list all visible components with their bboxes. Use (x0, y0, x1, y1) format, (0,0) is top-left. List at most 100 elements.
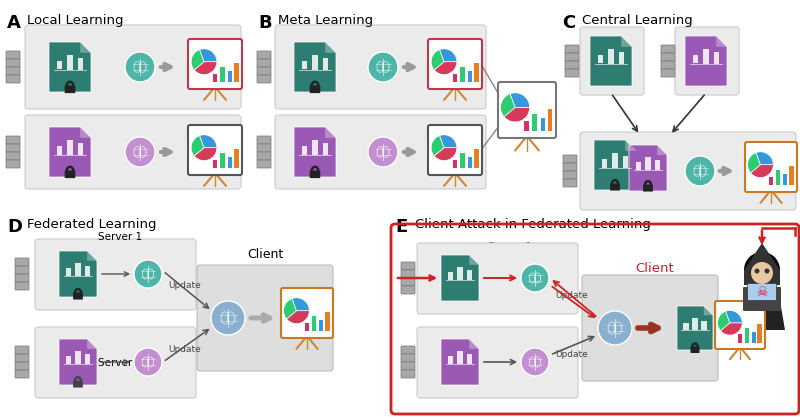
Text: Update: Update (556, 350, 588, 359)
FancyBboxPatch shape (428, 125, 482, 175)
Circle shape (134, 260, 162, 288)
Bar (646, 157, 650, 170)
Bar (467, 157, 472, 168)
Circle shape (125, 52, 155, 82)
Bar (758, 324, 762, 343)
FancyBboxPatch shape (6, 152, 20, 160)
Polygon shape (441, 255, 479, 301)
Polygon shape (81, 42, 91, 53)
FancyBboxPatch shape (401, 354, 415, 362)
FancyBboxPatch shape (743, 287, 781, 311)
Bar (66, 357, 71, 364)
Text: Server 1: Server 1 (488, 242, 532, 252)
Bar (612, 153, 618, 168)
FancyBboxPatch shape (275, 25, 486, 109)
FancyBboxPatch shape (25, 115, 241, 189)
FancyBboxPatch shape (275, 115, 486, 189)
Polygon shape (629, 145, 667, 191)
FancyBboxPatch shape (565, 69, 579, 77)
Circle shape (744, 252, 780, 288)
Text: A: A (7, 14, 21, 32)
Text: ☠: ☠ (756, 286, 768, 300)
Bar (67, 55, 73, 69)
Wedge shape (439, 135, 457, 148)
FancyBboxPatch shape (6, 51, 20, 59)
Bar (319, 320, 323, 331)
Bar (533, 114, 538, 131)
Bar (458, 351, 462, 364)
Bar (776, 170, 780, 186)
Bar (227, 71, 232, 82)
Polygon shape (87, 251, 97, 260)
FancyBboxPatch shape (6, 59, 20, 67)
FancyBboxPatch shape (65, 86, 75, 93)
FancyBboxPatch shape (257, 59, 271, 67)
Bar (693, 55, 698, 64)
FancyBboxPatch shape (65, 171, 75, 178)
Bar (602, 159, 607, 168)
Polygon shape (470, 339, 479, 349)
FancyBboxPatch shape (6, 75, 20, 83)
FancyBboxPatch shape (690, 347, 699, 353)
Bar (78, 59, 83, 69)
Bar (234, 149, 238, 168)
FancyBboxPatch shape (565, 45, 579, 53)
Text: Update: Update (556, 291, 588, 300)
Text: B: B (258, 14, 272, 32)
Polygon shape (49, 127, 91, 177)
Bar (213, 74, 217, 82)
Text: Central Learning: Central Learning (582, 14, 693, 27)
Wedge shape (750, 165, 774, 178)
Wedge shape (510, 93, 530, 107)
Bar (75, 263, 81, 276)
Bar (66, 268, 71, 276)
Bar (213, 160, 217, 168)
FancyBboxPatch shape (675, 27, 739, 95)
Bar (75, 351, 81, 364)
FancyBboxPatch shape (188, 125, 242, 175)
Polygon shape (59, 339, 97, 385)
FancyBboxPatch shape (401, 270, 415, 278)
Polygon shape (326, 42, 336, 53)
Circle shape (521, 264, 549, 292)
Bar (448, 357, 453, 364)
FancyBboxPatch shape (6, 136, 20, 144)
FancyBboxPatch shape (6, 67, 20, 75)
Wedge shape (194, 148, 217, 161)
FancyBboxPatch shape (197, 265, 333, 371)
Polygon shape (590, 36, 632, 86)
Polygon shape (626, 140, 636, 150)
Circle shape (754, 268, 759, 273)
FancyBboxPatch shape (6, 160, 20, 168)
FancyBboxPatch shape (661, 61, 675, 69)
Text: D: D (7, 218, 22, 236)
Polygon shape (717, 36, 727, 46)
Bar (302, 146, 307, 155)
Bar (467, 270, 472, 280)
Bar (460, 153, 465, 168)
Bar (474, 64, 478, 82)
FancyBboxPatch shape (73, 380, 83, 387)
Wedge shape (292, 298, 310, 311)
FancyBboxPatch shape (401, 286, 415, 294)
Bar (702, 321, 706, 330)
FancyBboxPatch shape (565, 53, 579, 61)
FancyBboxPatch shape (6, 144, 20, 152)
FancyBboxPatch shape (73, 293, 83, 300)
Bar (220, 153, 225, 168)
Polygon shape (49, 42, 91, 92)
Circle shape (134, 348, 162, 376)
Bar (305, 323, 309, 331)
Bar (460, 67, 465, 82)
Circle shape (368, 137, 398, 167)
FancyBboxPatch shape (745, 142, 797, 192)
Wedge shape (721, 323, 742, 335)
Wedge shape (283, 298, 297, 319)
Text: C: C (562, 14, 575, 32)
Bar (326, 312, 330, 331)
Polygon shape (294, 127, 336, 177)
FancyBboxPatch shape (563, 179, 577, 187)
Bar (220, 67, 225, 82)
FancyBboxPatch shape (401, 346, 415, 354)
Bar (608, 49, 614, 64)
